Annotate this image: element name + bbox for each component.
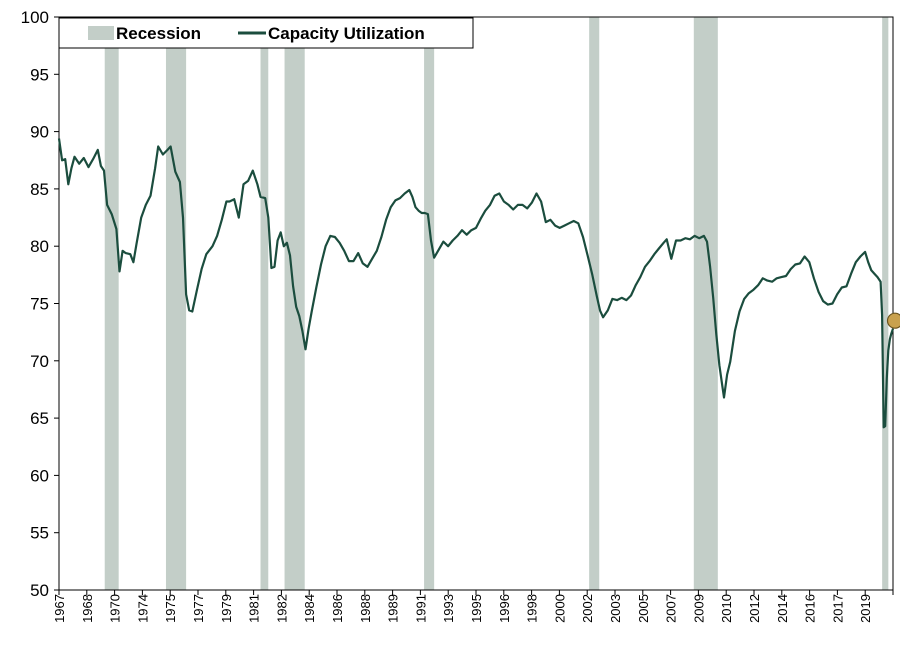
y-tick-label: 95 — [30, 65, 49, 84]
y-tick-label: 60 — [30, 466, 49, 485]
x-tick-label: 1993 — [441, 594, 456, 623]
recession-band — [589, 17, 600, 590]
x-tick-label: 1981 — [247, 594, 262, 623]
y-tick-label: 75 — [30, 295, 49, 314]
y-tick-label: 65 — [30, 409, 49, 428]
y-tick-label: 90 — [30, 123, 49, 142]
x-tick-label: 1979 — [219, 594, 234, 623]
x-tick-label: 1989 — [386, 594, 401, 623]
legend-label-recession: Recession — [116, 24, 201, 43]
x-tick-label: 1970 — [108, 594, 123, 623]
x-tick-label: 1991 — [413, 594, 428, 623]
x-tick-label: 1968 — [80, 594, 95, 623]
x-tick-label: 2009 — [691, 594, 706, 623]
y-tick-label: 70 — [30, 352, 49, 371]
axes — [54, 16, 894, 595]
x-tick-label: 2000 — [552, 594, 567, 623]
x-tick-label: 2014 — [775, 594, 790, 623]
x-tick-label: 1996 — [497, 594, 512, 623]
legend-label-capacity-utilization: Capacity Utilization — [268, 24, 425, 43]
recession-bands — [104, 17, 889, 590]
x-tick-label: 1975 — [163, 594, 178, 623]
y-tick-label: 85 — [30, 180, 49, 199]
x-tick-label: 2003 — [608, 594, 623, 623]
x-tick-label: 1974 — [135, 594, 150, 623]
recession-band — [424, 17, 435, 590]
highlight-markers — [886, 312, 900, 329]
x-tick-label: 2019 — [858, 594, 873, 623]
recession-band — [882, 17, 889, 590]
x-tick-label: 2002 — [580, 594, 595, 623]
recession-band — [165, 17, 187, 590]
x-tick-label: 2017 — [830, 594, 845, 623]
series-line-capacity-utilization — [57, 138, 895, 429]
recession-band — [104, 17, 119, 590]
x-tick-label: 2007 — [664, 594, 679, 623]
x-tick-label: 2005 — [636, 594, 651, 623]
y-tick-label: 100 — [21, 8, 49, 27]
y-tick-label: 80 — [30, 237, 49, 256]
y-axis-tick-labels: 50 55 60 65 70 75 80 85 90 95 100 — [21, 8, 49, 600]
series-lines — [57, 138, 895, 429]
y-tick-label: 55 — [30, 524, 49, 543]
x-tick-label: 2016 — [803, 594, 818, 623]
x-tick-label: 1967 — [52, 594, 67, 623]
x-axis-tick-labels: 1967 1968 1970 1974 1975 1977 1979 1981 1982 1984… — [52, 594, 873, 623]
legend: Recession Capacity Utilization — [58, 17, 474, 49]
legend-swatch-recession — [88, 26, 114, 40]
x-tick-label: 2012 — [747, 594, 762, 623]
x-tick-label: 1995 — [469, 594, 484, 623]
x-tick-label: 1984 — [302, 594, 317, 623]
latest-value-marker — [886, 312, 900, 329]
x-tick-label: 2010 — [719, 594, 734, 623]
x-tick-label: 1988 — [358, 594, 373, 623]
x-tick-label: 1982 — [274, 594, 289, 623]
recession-band — [260, 17, 269, 590]
y-tick-label: 50 — [30, 581, 49, 600]
x-tick-label: 1986 — [330, 594, 345, 623]
x-tick-label: 1998 — [525, 594, 540, 623]
x-tick-label: 1977 — [191, 594, 206, 623]
